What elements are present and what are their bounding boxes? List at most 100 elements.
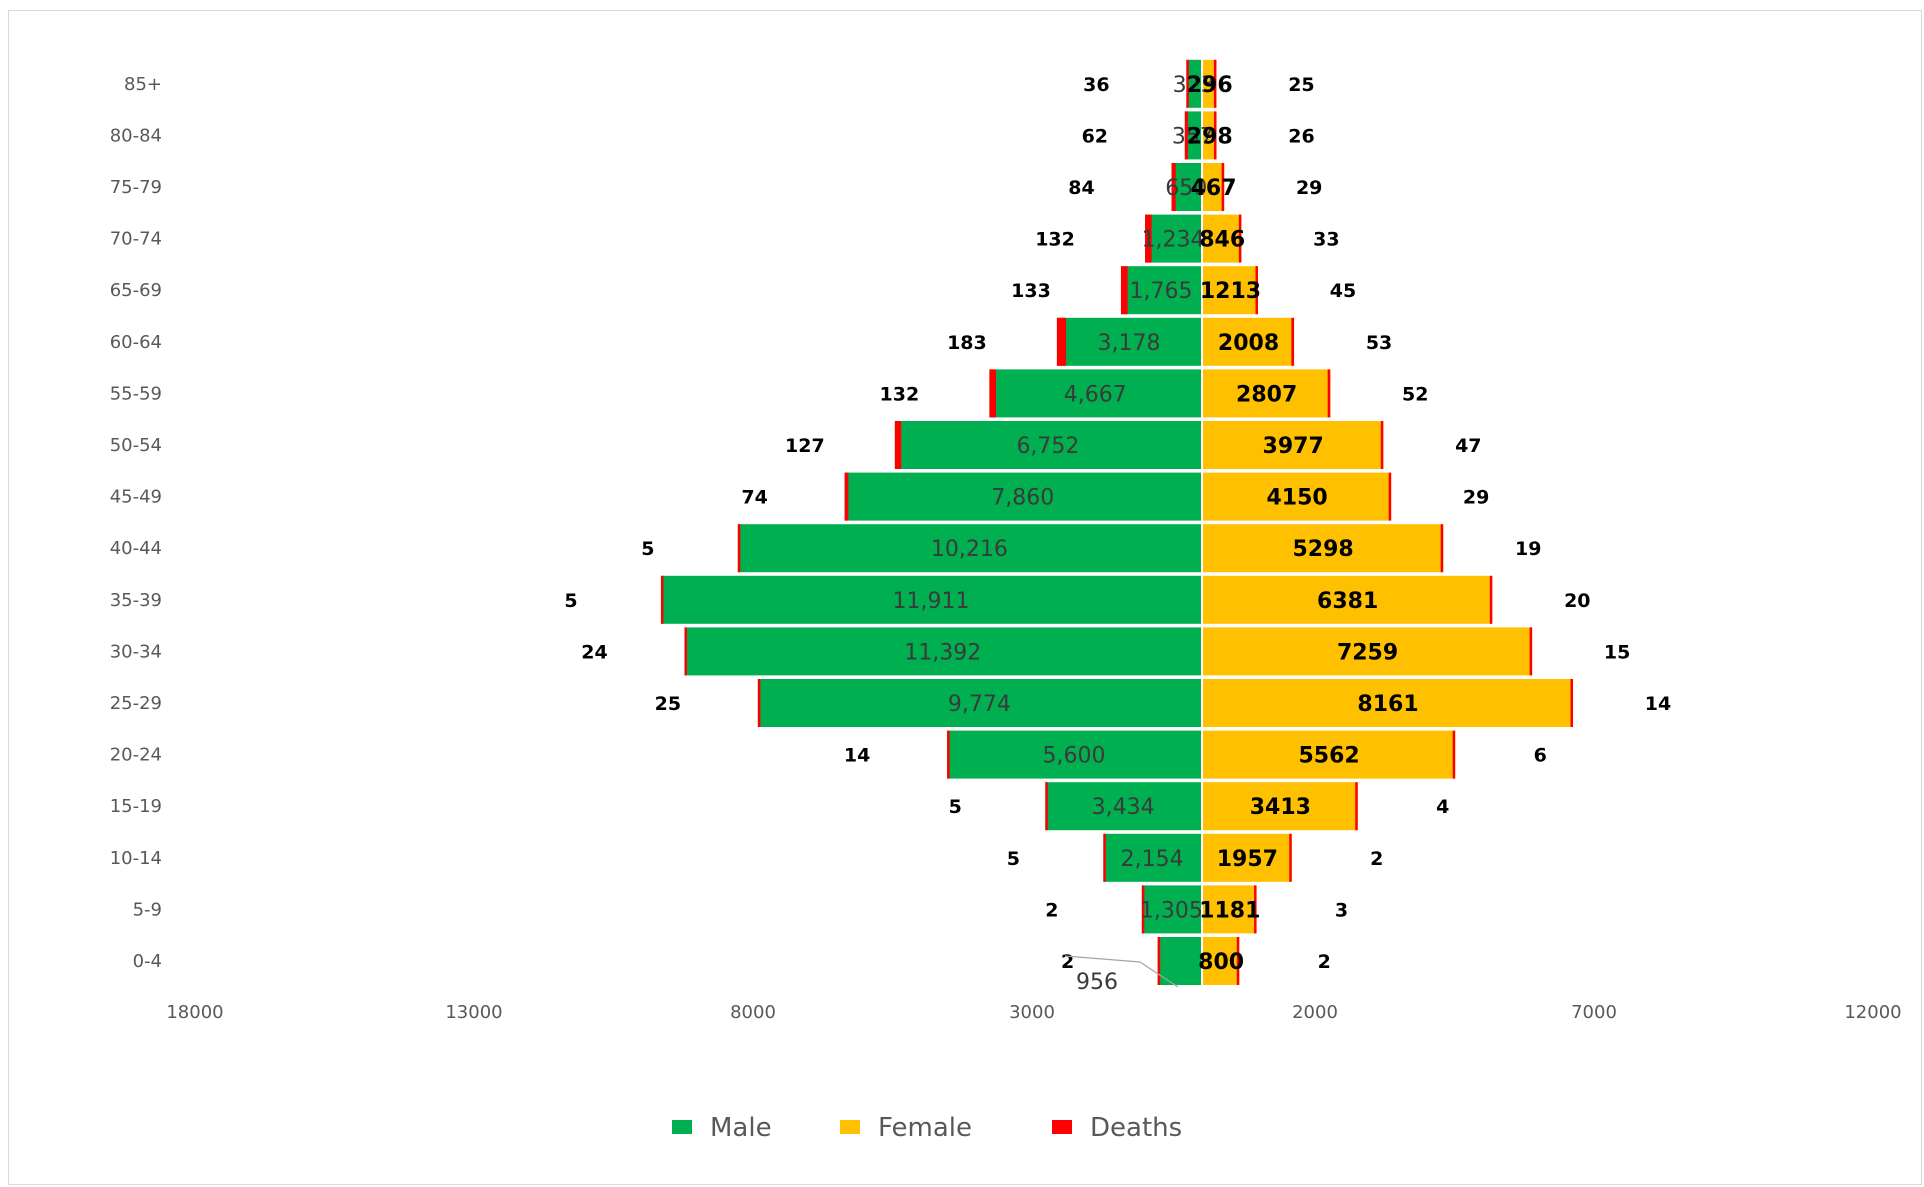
category-label: 5-9 [133,899,162,920]
female-value-label: 1957 [1217,847,1278,872]
female-deaths-bar-85+ [1213,59,1217,108]
female-deaths-label: 15 [1604,641,1630,663]
category-label: 30-34 [110,641,162,662]
male-deaths-label: 14 [844,745,870,767]
category-label: 80-84 [110,125,162,146]
category-label: 25-29 [110,693,162,714]
female-bar-60-64 [1203,317,1295,366]
female-bar-35-39 [1203,575,1493,624]
female-deaths-bar-5-9 [1254,885,1257,934]
female-value-label: 5298 [1292,537,1353,562]
male-deaths-bar-80-84 [1184,111,1188,160]
male-deaths-label: 132 [1035,229,1075,251]
female-deaths-bar-45-49 [1388,472,1392,521]
male-deaths-label: 62 [1082,125,1108,147]
male-value-label: 5,600 [1043,744,1106,769]
male-deaths-bar-10-14 [1103,833,1106,882]
male-value-label: 956 [1076,970,1118,995]
legend: Male Female Deaths [672,1113,1182,1143]
female-bar-50-54 [1203,421,1384,469]
legend-swatch-female [840,1120,860,1134]
x-tick-label: 8000 [730,1002,776,1023]
female-bar-5-9 [1203,885,1257,934]
female-deaths-bar-55-59 [1327,369,1331,418]
male-deaths-bar-5-9 [1141,885,1145,934]
male-deaths-bar-75-79 [1171,163,1176,211]
x-tick-label: 12000 [1844,1002,1901,1023]
legend-label-deaths: Deaths [1090,1113,1182,1143]
category-label: 85+ [124,74,162,95]
female-deaths-bar-70-74 [1238,214,1242,263]
category-label: 70-74 [110,229,162,250]
female-bar-80-84 [1203,111,1217,160]
male-bar-30-34 [684,627,1201,676]
male-deaths-bar-40-44 [737,524,741,573]
male-value-label: 11,911 [892,589,969,614]
female-deaths-label: 3 [1335,899,1348,921]
male-bar-20-24 [947,730,1201,779]
female-deaths-label: 2 [1370,848,1383,870]
female-deaths-bar-80-84 [1214,111,1217,160]
male-bar-70-74 [1145,214,1201,263]
male-deaths-label: 5 [1007,848,1020,870]
male-bar-80-84 [1184,111,1201,160]
male-deaths-label: 5 [641,538,654,560]
male-deaths-bar-50-54 [894,421,902,469]
category-label: 0-4 [133,951,162,972]
female-bar-15-19 [1203,782,1358,831]
female-deaths-bar-40-44 [1440,524,1444,573]
legend-label-male: Male [710,1113,772,1143]
male-value-label: 1,765 [1129,279,1192,304]
male-value-label: 11,392 [904,640,981,665]
female-deaths-label: 20 [1564,590,1590,612]
female-bar-45-49 [1203,472,1392,521]
male-deaths-label: 133 [1011,280,1051,302]
female-value-label: 467 [1191,176,1237,201]
female-bar-10-14 [1203,833,1292,882]
male-deaths-label: 2 [1061,951,1074,973]
male-bar-35-39 [660,575,1201,624]
female-deaths-bar-20-24 [1452,730,1456,779]
female-value-label: 5562 [1298,744,1359,769]
female-deaths-label: 25 [1288,74,1314,96]
category-label: 55-59 [110,383,162,404]
male-deaths-label: 5 [564,590,577,612]
male-deaths-bar-25-29 [757,679,761,727]
male-value-label: 3,178 [1097,331,1160,356]
male-bar-0-4 [1157,937,1201,985]
female-value-label: 1213 [1200,279,1261,304]
male-value-label: 7,860 [991,486,1054,511]
female-deaths-bar-65-69 [1255,266,1258,315]
male-deaths-label: 132 [880,383,920,405]
female-value-label: 2008 [1218,331,1279,356]
male-value-label: 6,752 [1016,434,1079,459]
category-label: 35-39 [110,590,162,611]
female-deaths-bar-30-34 [1529,627,1533,676]
male-deaths-bar-85+ [1186,59,1189,108]
female-value-label: 1181 [1199,898,1260,923]
male-deaths-bar-70-74 [1145,214,1152,263]
female-deaths-label: 53 [1366,332,1392,354]
category-label: 15-19 [110,796,162,817]
female-bar-65-69 [1203,266,1258,315]
female-deaths-label: 6 [1534,745,1547,767]
female-deaths-label: 33 [1313,229,1339,251]
category-label: 20-24 [110,745,162,766]
female-deaths-label: 52 [1402,383,1428,405]
female-bar-30-34 [1203,627,1533,676]
female-deaths-label: 29 [1296,177,1322,199]
male-bar-60-64 [1056,317,1201,366]
female-value-label: 4150 [1266,486,1327,511]
female-bar-55-59 [1203,369,1331,418]
male-value-label: 9,774 [948,692,1011,717]
bars-layer [660,59,1574,985]
male-bar-40-44 [737,524,1201,573]
legend-swatch-deaths [1052,1120,1072,1134]
category-label: 75-79 [110,177,162,198]
legend-label-female: Female [878,1113,972,1143]
female-bar-0-4 [1203,937,1240,985]
x-tick-label: 3000 [1009,1002,1055,1023]
female-bar-25-29 [1203,679,1574,727]
